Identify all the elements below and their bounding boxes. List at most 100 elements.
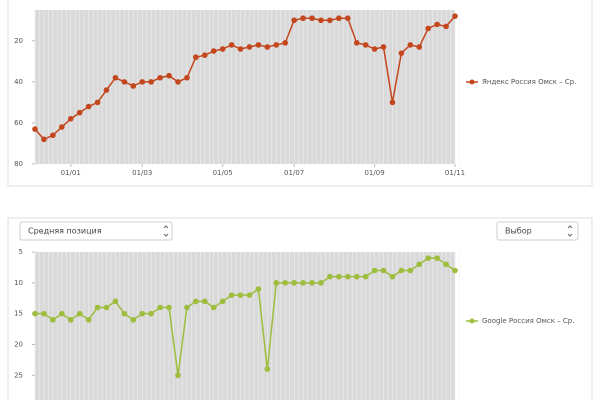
data-point xyxy=(425,255,431,261)
data-point xyxy=(148,310,154,317)
data-point xyxy=(344,273,351,280)
data-point xyxy=(264,366,271,372)
data-point xyxy=(416,261,423,268)
data-point xyxy=(264,44,271,50)
data-point xyxy=(237,292,244,298)
dropdown-box[interactable] xyxy=(496,221,579,241)
data-point xyxy=(353,40,360,46)
data-point xyxy=(94,304,101,311)
y-tick-label: 10 xyxy=(14,279,23,287)
data-point xyxy=(300,280,306,286)
data-point xyxy=(380,44,387,50)
x-tick-label: 01/09 xyxy=(364,169,384,177)
data-point xyxy=(371,267,378,274)
data-point xyxy=(309,15,315,22)
data-point xyxy=(443,23,449,30)
data-point xyxy=(300,15,306,22)
metric-dropdown[interactable]: Средняя позиция xyxy=(19,221,173,241)
data-point xyxy=(112,298,119,305)
data-point xyxy=(344,15,351,22)
data-point xyxy=(175,79,181,85)
data-point xyxy=(353,273,360,280)
y-tick-label: 25 xyxy=(14,371,23,379)
data-point xyxy=(237,46,244,52)
data-point xyxy=(452,13,458,19)
dropdown-arrow xyxy=(567,225,573,237)
legend-label: Яндекс Россия Омск – Ср. xyxy=(482,78,576,86)
y-tick-label: 40 xyxy=(14,78,23,86)
data-point xyxy=(32,126,38,132)
dropdown-box[interactable] xyxy=(19,221,173,241)
data-point xyxy=(273,42,280,48)
data-point xyxy=(452,267,458,274)
data-point xyxy=(255,42,262,48)
data-point xyxy=(121,310,128,317)
data-point xyxy=(148,79,154,85)
data-point xyxy=(184,74,190,81)
data-point xyxy=(130,83,137,89)
data-point xyxy=(157,74,163,81)
data-point xyxy=(94,99,101,106)
data-point xyxy=(318,17,324,24)
data-point xyxy=(434,255,440,261)
x-tick-label: 01/07 xyxy=(284,169,304,177)
data-point xyxy=(50,317,56,323)
dropdown-label[interactable]: Средняя позиция xyxy=(28,227,102,236)
data-point xyxy=(291,280,297,286)
data-point xyxy=(85,103,92,110)
data-point xyxy=(434,21,440,28)
data-point xyxy=(121,79,128,85)
data-point xyxy=(291,17,297,24)
dropdown-label[interactable]: Выбор xyxy=(505,227,532,236)
data-point xyxy=(166,72,172,79)
data-point xyxy=(282,40,289,46)
data-point xyxy=(32,310,38,317)
dropdown-arrow xyxy=(163,225,169,237)
data-point xyxy=(443,261,449,268)
data-point xyxy=(336,15,342,22)
choice-dropdown[interactable]: Выбор xyxy=(496,221,579,241)
y-tick-label: 5 xyxy=(19,248,23,256)
data-point xyxy=(389,273,396,280)
data-point xyxy=(193,298,199,305)
data-point xyxy=(166,304,172,311)
y-tick-label: 60 xyxy=(14,119,23,127)
data-point xyxy=(219,298,226,305)
data-point xyxy=(362,42,369,48)
data-point xyxy=(76,109,83,116)
data-point xyxy=(371,46,378,52)
data-point xyxy=(389,99,396,106)
data-point xyxy=(67,317,74,323)
data-point xyxy=(201,298,208,305)
data-point xyxy=(398,50,405,56)
y-tick-label: 15 xyxy=(14,310,23,318)
data-point xyxy=(85,317,92,323)
data-point xyxy=(425,25,431,32)
y-tick-label: 20 xyxy=(14,341,23,349)
series xyxy=(32,255,458,379)
legend-marker xyxy=(469,79,475,85)
data-point xyxy=(282,280,289,286)
legend-marker xyxy=(469,318,475,324)
data-point xyxy=(41,136,47,143)
data-point xyxy=(184,304,190,311)
y-tick-label: 80 xyxy=(14,160,23,168)
data-point xyxy=(139,310,146,317)
data-point xyxy=(327,17,333,24)
data-point xyxy=(380,267,387,274)
data-point xyxy=(398,267,405,274)
data-point xyxy=(318,280,324,286)
data-point xyxy=(139,79,146,85)
data-point xyxy=(246,44,253,50)
data-point xyxy=(228,292,235,298)
data-point xyxy=(112,74,119,81)
data-point xyxy=(407,267,414,274)
data-point xyxy=(228,42,235,48)
x-tick-label: 01/03 xyxy=(132,169,152,177)
data-point xyxy=(41,310,47,317)
series xyxy=(32,13,458,143)
x-tick-label: 01/01 xyxy=(61,169,81,177)
data-point xyxy=(67,116,74,122)
data-point xyxy=(309,280,315,286)
